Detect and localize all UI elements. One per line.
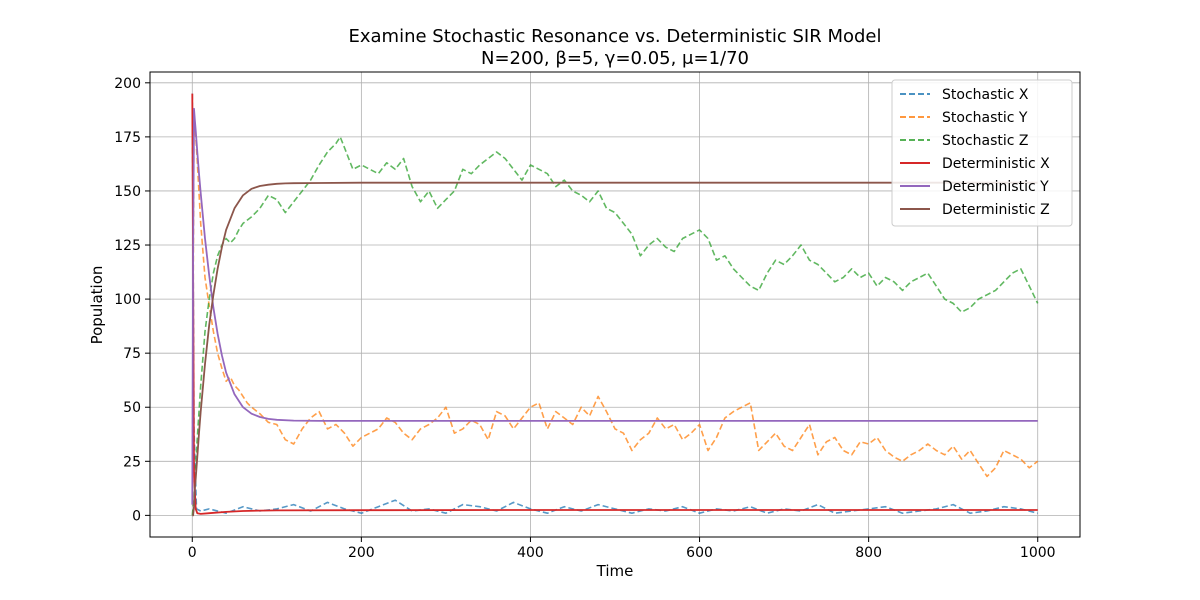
series-line-stochastic-y	[191, 114, 1039, 505]
legend-box	[891, 79, 1073, 227]
axis-ticks: 0 200 400 600 800 1000 0 25 50 75 100 125 150 175 200	[114, 76, 1055, 561]
legend-label: Stochastic X	[942, 87, 1029, 103]
legend-label: Stochastic Y	[942, 110, 1028, 126]
x-tick-label: 200	[348, 545, 375, 561]
x-axis-label: Time	[596, 562, 634, 580]
y-tick-label: 200	[114, 76, 141, 92]
x-tick-label: 1000	[1020, 545, 1056, 561]
y-tick-label: 100	[114, 292, 141, 308]
series-line-deterministic-z	[192, 181, 1038, 517]
legend-label: Stochastic Z	[942, 133, 1029, 149]
y-tick-label: 50	[123, 400, 141, 416]
y-tick-label: 150	[114, 184, 141, 200]
legend-label: Deterministic Y	[942, 179, 1049, 195]
y-tick-label: 125	[114, 238, 141, 254]
series-line-stochastic-z	[191, 136, 1039, 516]
plot-frame	[149, 71, 1081, 538]
legend-label: Deterministic Z	[942, 202, 1050, 218]
x-tick-label: 600	[686, 545, 713, 561]
y-axis-label: Population	[88, 266, 106, 345]
grid	[150, 72, 1080, 537]
y-tick-label: 25	[123, 454, 141, 470]
legend-label: Deterministic X	[942, 156, 1050, 172]
legend: Stochastic X Stochastic Y Stochastic Z Dete…	[891, 79, 1073, 227]
y-tick-label: 175	[114, 130, 141, 146]
plot-series	[191, 93, 1039, 517]
chart-subtitle: N=200, β=5, γ=0.05, μ=1/70	[481, 48, 749, 69]
series-line-deterministic-y	[191, 107, 1038, 505]
x-tick-label: 800	[855, 545, 882, 561]
series-line-deterministic-x	[191, 93, 1038, 515]
series-line-stochastic-x	[191, 93, 1038, 515]
chart-title: Examine Stochastic Resonance vs. Determi…	[348, 26, 881, 47]
y-tick-label: 0	[132, 508, 141, 524]
y-tick-label: 75	[123, 346, 141, 362]
x-tick-label: 0	[188, 545, 197, 561]
x-tick-label: 400	[517, 545, 544, 561]
